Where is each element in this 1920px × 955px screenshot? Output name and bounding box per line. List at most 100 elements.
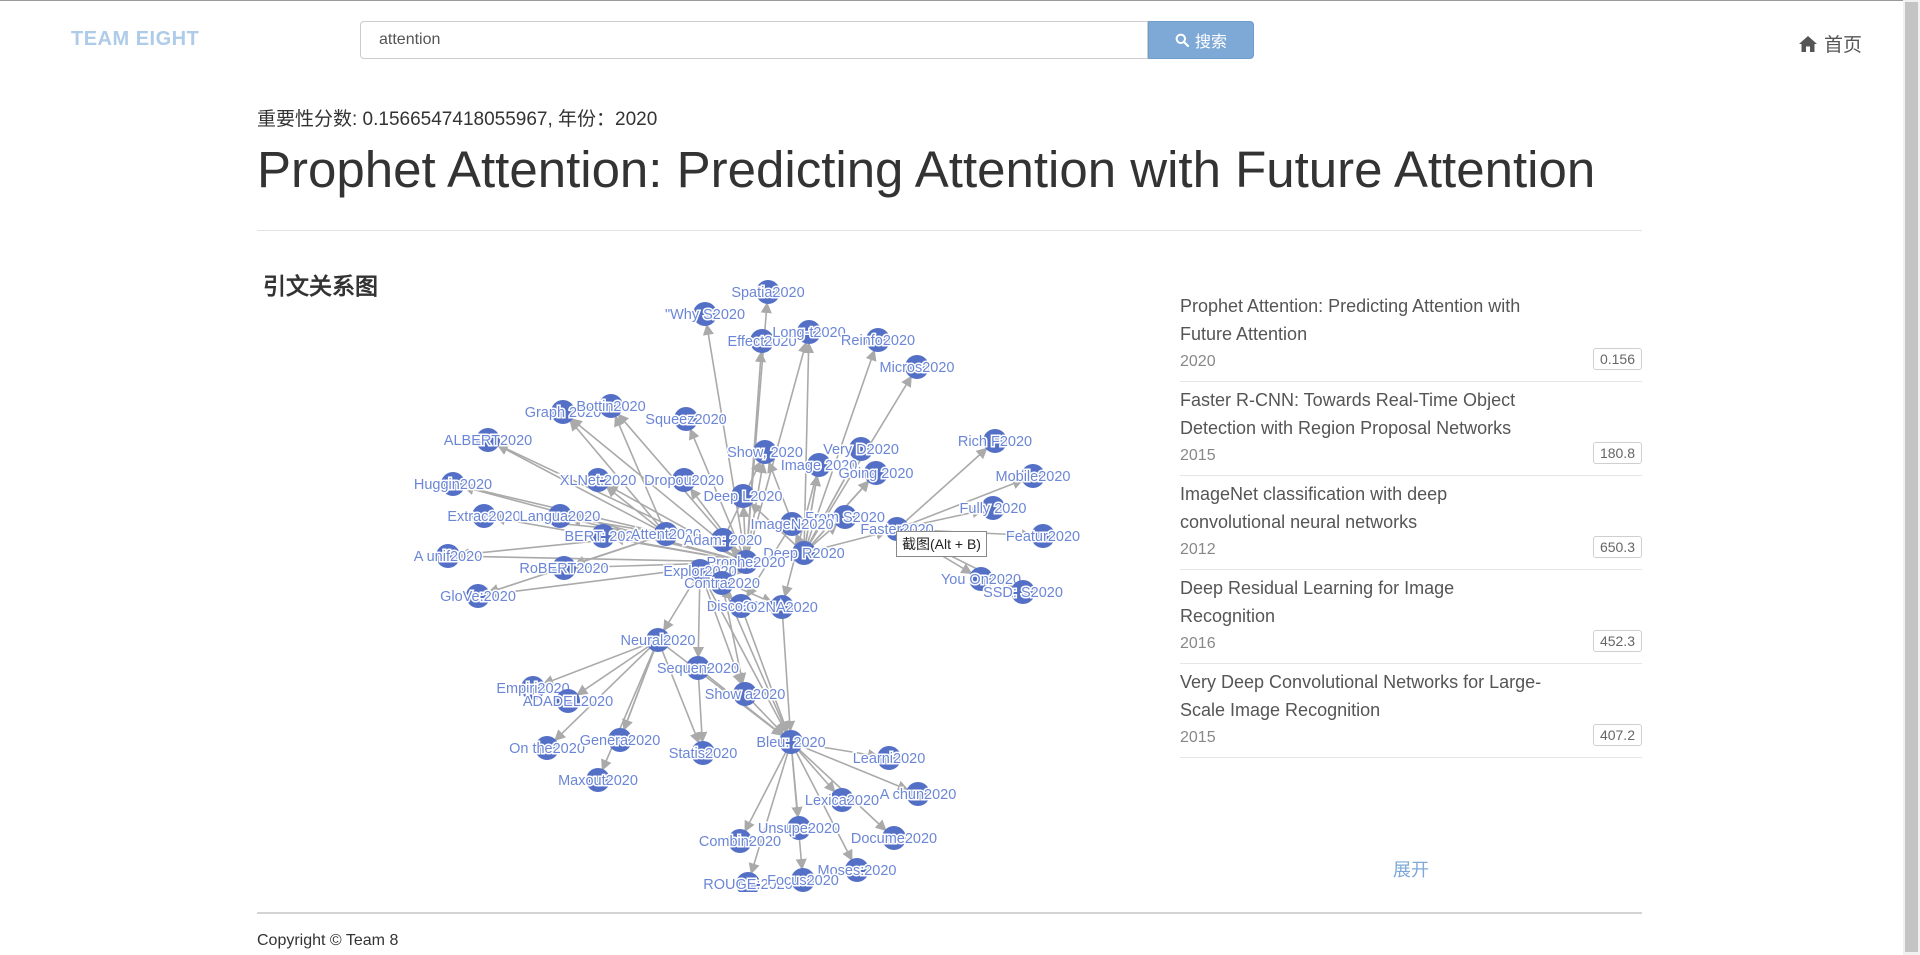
graph-node[interactable]: Micros2020 (878, 355, 956, 379)
graph-node-circle[interactable] (608, 728, 632, 752)
graph-node-circle[interactable] (476, 428, 500, 452)
graph-node[interactable]: You On2020 (939, 567, 1023, 591)
graph-node-circle[interactable] (551, 400, 575, 424)
graph-node-circle[interactable] (969, 567, 993, 591)
graph-node[interactable]: Going 2020 (837, 461, 915, 485)
expand-link[interactable]: 展开 (1393, 860, 1429, 880)
graph-node-circle[interactable] (830, 788, 854, 812)
list-item[interactable]: ImageNet classification with deep convol… (1180, 476, 1642, 570)
graph-node-circle[interactable] (797, 320, 821, 344)
graph-node[interactable]: A unif2020 (412, 544, 484, 568)
graph-node-circle[interactable] (711, 528, 735, 552)
related-paper-title[interactable]: Faster R-CNN: Towards Real-Time Object D… (1180, 390, 1516, 438)
graph-node[interactable]: Show, 2020 (726, 440, 804, 464)
graph-node-circle[interactable] (905, 355, 929, 379)
graph-node[interactable]: ALBERT2020 (442, 428, 534, 452)
graph-node[interactable]: ROUGE:2020 (702, 872, 794, 892)
related-paper-title[interactable]: ImageNet classification with deep convol… (1180, 484, 1448, 532)
graph-node[interactable]: Extrac2020 (446, 504, 522, 528)
graph-node[interactable]: Huggin2020 (412, 472, 494, 496)
graph-node-circle[interactable] (686, 656, 710, 680)
graph-node-circle[interactable] (906, 782, 930, 806)
graph-node[interactable]: Disco2020 (705, 594, 777, 618)
citation-graph-canvas[interactable]: Spatia2020 "Why S2020 Effect2020Long-t2020… (380, 270, 1100, 892)
graph-node[interactable]: Bottin2020 (575, 394, 647, 418)
graph-node[interactable]: On the2020 (508, 736, 586, 760)
graph-node-circle[interactable] (787, 816, 811, 840)
graph-node-circle[interactable] (693, 302, 717, 326)
graph-node[interactable]: Sequen2020 (655, 656, 741, 680)
graph-node-circle[interactable] (729, 594, 753, 618)
graph-node[interactable]: Adam: 2020 (682, 528, 764, 552)
graph-node[interactable]: Prophe2020 (705, 550, 787, 574)
graph-node-circle[interactable] (981, 496, 1005, 520)
graph-node-circle[interactable] (441, 472, 465, 496)
graph-node-circle[interactable] (586, 768, 610, 792)
graph-node[interactable]: Moses:2020 (816, 858, 898, 882)
graph-node-circle[interactable] (753, 440, 777, 464)
graph-node-circle[interactable] (556, 689, 580, 713)
graph-node[interactable]: O2NA2020 (745, 595, 819, 619)
graph-node-circle[interactable] (791, 868, 815, 892)
list-item[interactable]: Deep Residual Learning for Image Recogni… (1180, 570, 1642, 664)
graph-node-circle[interactable] (710, 571, 734, 595)
citation-graph[interactable]: Spatia2020 "Why S2020 Effect2020 Long-t2020… (380, 270, 1100, 892)
graph-node-circle[interactable] (807, 453, 831, 477)
scrollbar-thumb[interactable] (1905, 2, 1918, 952)
graph-node-circle[interactable] (728, 829, 752, 853)
graph-node-circle[interactable] (472, 504, 496, 528)
graph-node[interactable]: Graph 2020 (523, 400, 603, 424)
graph-node[interactable]: Docume2020 (849, 826, 939, 850)
search-button[interactable]: 搜索 (1148, 21, 1254, 59)
graph-node-circle[interactable] (674, 407, 698, 431)
graph-node[interactable]: Very D2020 (822, 437, 900, 461)
graph-node[interactable]: Long-t2020 (771, 320, 847, 344)
graph-node-circle[interactable] (646, 628, 670, 652)
graph-node[interactable]: Bleu: 2020 (755, 730, 827, 754)
graph-node[interactable]: Langua2020 (518, 504, 602, 528)
graph-node[interactable]: SSD: S2020 (982, 580, 1064, 604)
graph-node-circle[interactable] (691, 741, 715, 765)
graph-node-circle[interactable] (877, 746, 901, 770)
graph-node-circle[interactable] (1021, 464, 1045, 488)
graph-node-circle[interactable] (780, 512, 804, 536)
graph-node[interactable]: A chun2020 (878, 782, 958, 806)
graph-node-circle[interactable] (733, 682, 757, 706)
graph-node-circle[interactable] (688, 559, 712, 583)
list-item[interactable]: Faster R-CNN: Towards Real-Time Object D… (1180, 382, 1642, 476)
graph-node-circle[interactable] (864, 461, 888, 485)
graph-node-circle[interactable] (599, 394, 623, 418)
graph-node[interactable]: Image 2020 (779, 453, 859, 477)
graph-node[interactable]: Focus2020 (766, 868, 840, 892)
graph-node[interactable]: Neural2020 (619, 628, 697, 652)
graph-node[interactable]: Attent2020 (629, 522, 703, 546)
graph-node[interactable]: Unsupe2020 (756, 816, 842, 840)
search-input[interactable] (360, 21, 1148, 59)
graph-node-circle[interactable] (466, 584, 490, 608)
graph-node[interactable]: Genera2020 (578, 728, 662, 752)
graph-node[interactable]: Fully 2020 (958, 496, 1028, 520)
graph-node-circle[interactable] (654, 522, 678, 546)
graph-node-circle[interactable] (734, 550, 758, 574)
brand-logo[interactable]: TEAM EIGHT (71, 28, 200, 50)
graph-node[interactable]: Lexica2020 (803, 788, 881, 812)
graph-node[interactable]: ADADEL2020 (521, 689, 615, 713)
graph-node[interactable]: Reinfo2020 (839, 328, 917, 352)
graph-node-circle[interactable] (436, 544, 460, 568)
graph-node[interactable]: Empiri2020 (495, 676, 571, 700)
graph-node[interactable]: GloVe:2020 (439, 584, 517, 608)
graph-node-circle[interactable] (521, 676, 545, 700)
graph-node[interactable]: Statis2020 (667, 741, 739, 765)
graph-node-circle[interactable] (845, 858, 869, 882)
graph-node[interactable]: Deep L2020 (702, 484, 784, 508)
related-paper-title[interactable]: Prophet Attention: Predicting Attention … (1180, 296, 1521, 344)
home-link[interactable]: 首页 (1798, 30, 1862, 57)
graph-node[interactable]: Maxout2020 (557, 768, 639, 792)
graph-node[interactable]: Combin2020 (697, 829, 783, 853)
graph-node-circle[interactable] (750, 329, 774, 353)
graph-node[interactable]: From S2020 (804, 505, 886, 529)
graph-node-circle[interactable] (1011, 580, 1035, 604)
graph-node[interactable]: Mobile2020 (994, 464, 1072, 488)
graph-node[interactable]: ImageN2020 (749, 512, 835, 536)
graph-node[interactable]: Spatia2020 (730, 280, 806, 304)
